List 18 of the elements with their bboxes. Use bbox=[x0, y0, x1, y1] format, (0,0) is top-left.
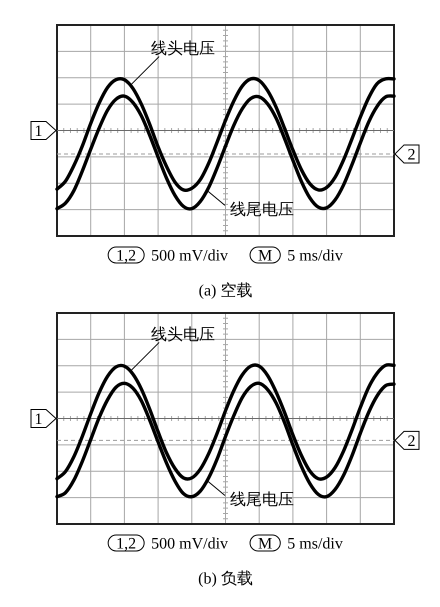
badge: M bbox=[250, 534, 281, 552]
annotation: 5 ms/div bbox=[287, 248, 343, 264]
title: (a) 空载 bbox=[198, 282, 252, 300]
badge: M bbox=[250, 246, 281, 264]
annotation: 500 mV/div bbox=[151, 536, 228, 552]
badge: 1,2 bbox=[108, 534, 145, 552]
badge: 1,2 bbox=[108, 246, 145, 264]
series-label: 线尾电压 bbox=[230, 492, 294, 509]
series-label: 线尾电压 bbox=[230, 201, 294, 218]
channel-marker: 1 bbox=[30, 121, 57, 140]
channel-marker: 2 bbox=[394, 144, 420, 164]
series-label: 线头电压 bbox=[151, 326, 216, 344]
channel-marker: 2 bbox=[394, 430, 420, 450]
annotation: 5 ms/div bbox=[287, 536, 343, 552]
series-label: 线头电压 bbox=[151, 40, 216, 58]
channel-marker: 1 bbox=[30, 409, 57, 428]
title: (b) 负载 bbox=[198, 570, 253, 588]
annotation: 500 mV/div bbox=[151, 248, 228, 264]
